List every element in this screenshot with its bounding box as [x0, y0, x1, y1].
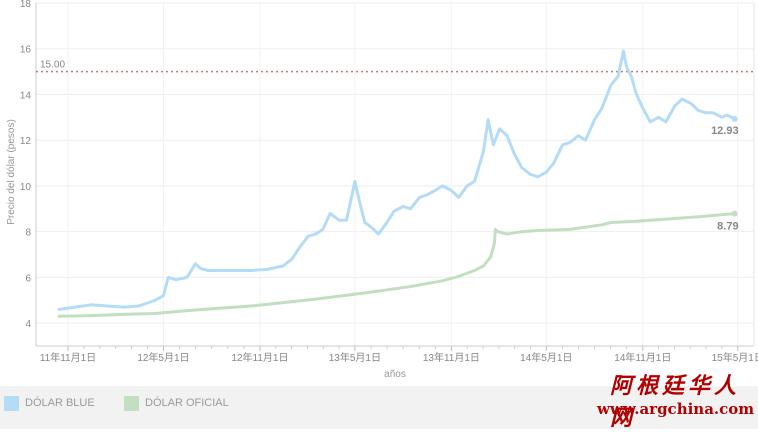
y-tick-label: 10 — [20, 182, 32, 193]
axes: 4 6 8 10 12 14 16 18 11年11月1日 12年5月1日 12年11月1日 13年5… — [20, 0, 758, 364]
series-line-1[interactable] — [57, 212, 737, 318]
legend-item-blue[interactable]: DÓLAR BLUE — [4, 395, 95, 411]
gridlines — [36, 2, 754, 346]
reference-line-label: 15.00 — [40, 60, 65, 71]
x-tick-label: 15年5月1日 — [712, 351, 758, 364]
reference-line-group: 15.00 — [36, 60, 754, 73]
watermark-url: www.argchina.com — [597, 400, 755, 418]
legend-label-oficial: DÓLAR OFICIAL — [145, 397, 229, 409]
y-tick-label: 18 — [20, 0, 32, 10]
series-end-point-0[interactable] — [731, 115, 738, 122]
y-tick-label: 8 — [25, 228, 31, 239]
legend-label-blue: DÓLAR BLUE — [25, 397, 95, 409]
x-tick-label: 14年5月1日 — [520, 351, 572, 364]
y-axis-title: Precio del dólar (pesos) — [6, 119, 17, 225]
series-line-0[interactable] — [57, 49, 737, 311]
y-tick-label: 16 — [20, 45, 32, 56]
x-axis-title: años — [384, 369, 406, 380]
x-tick-label: 11年11月1日 — [40, 351, 96, 364]
legend-swatch-oficial — [124, 395, 139, 411]
series-end-point-1[interactable] — [731, 210, 738, 217]
legend: DÓLAR BLUE DÓLAR OFICIAL — [0, 386, 758, 429]
y-tick-label: 4 — [25, 319, 31, 330]
x-tick-label: 12年11月1日 — [231, 351, 288, 364]
labels-group: 12.93 8.79 — [711, 125, 739, 233]
series-group — [57, 49, 738, 318]
legend-swatch-blue — [4, 395, 19, 411]
x-tick-label: 12年5月1日 — [137, 351, 189, 364]
legend-item-oficial[interactable]: DÓLAR OFICIAL — [124, 395, 229, 411]
y-tick-label: 6 — [25, 273, 31, 284]
y-tick-label: 14 — [20, 90, 32, 101]
series-end-label-0: 12.93 — [711, 125, 739, 137]
series-end-label-1: 8.79 — [717, 221, 738, 233]
y-tick-label: 12 — [20, 136, 32, 147]
x-tick-label: 13年5月1日 — [329, 351, 381, 364]
x-tick-label: 14年11月1日 — [614, 351, 671, 364]
watermark-chinese: 阿根廷华人网 — [610, 373, 741, 431]
x-tick-label: 13年11月1日 — [423, 351, 480, 364]
